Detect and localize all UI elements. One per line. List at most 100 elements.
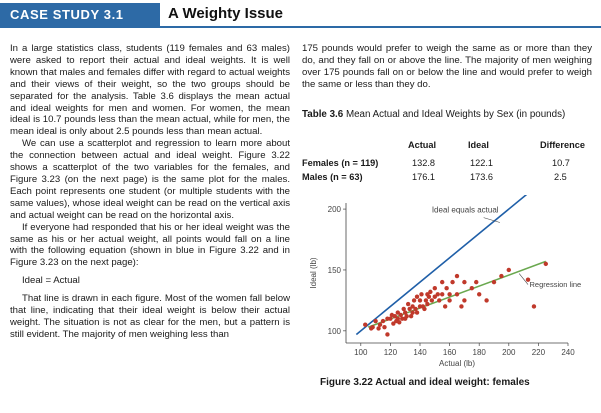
data-point <box>405 301 411 307</box>
x-tick-label: 220 <box>532 348 546 357</box>
row-label: Males (n = 63) <box>302 172 363 182</box>
figure-caption: Figure 3.22 Actual and ideal weight: fem… <box>320 377 590 388</box>
data-point <box>411 298 417 303</box>
identity-line <box>355 178 547 336</box>
data-point <box>417 298 423 303</box>
data-point <box>543 261 548 267</box>
header-difference: Difference <box>540 140 585 150</box>
equation: Ideal = Actual <box>22 275 80 287</box>
left-column: In a large statistics class, students (1… <box>10 43 290 341</box>
data-point <box>447 292 452 297</box>
data-point <box>401 306 406 312</box>
data-point <box>363 322 368 327</box>
data-point <box>444 286 449 291</box>
data-point <box>474 279 479 285</box>
paragraph-scatterplot: We can use a scatterplot and regression … <box>10 138 290 221</box>
data-point <box>454 273 460 279</box>
data-point <box>462 298 467 303</box>
data-point <box>373 318 378 324</box>
data-point <box>491 279 497 285</box>
scatterplot-figure: 100 120 140 160 180 200 220 240 100 150 200 Actual … <box>300 178 600 370</box>
data-point <box>440 292 445 297</box>
data-point <box>377 322 383 327</box>
data-point <box>447 298 452 303</box>
right-column: 175 pounds would prefer to weigh the sam… <box>302 43 592 91</box>
data-point <box>395 316 400 321</box>
weights-table: Actual Ideal Difference Females (n = 119… <box>302 140 598 186</box>
data-point <box>469 286 474 291</box>
cell-actual: 132.8 <box>412 158 435 168</box>
x-tick-label: 240 <box>561 348 575 357</box>
x-tick-label: 180 <box>473 348 487 357</box>
scatterplot: 100 120 140 160 180 200 220 240 100 150 200 Actual … <box>309 178 582 368</box>
data-point <box>385 332 390 337</box>
x-axis-label: Actual (lb) <box>439 359 475 368</box>
data-point <box>376 326 381 331</box>
cell-difference: 10.7 <box>552 158 570 168</box>
data-point <box>428 289 433 295</box>
table-caption-text: Mean Actual and Ideal Weights by Sex (in… <box>345 109 566 120</box>
data-point <box>477 292 482 297</box>
data-point <box>531 304 537 309</box>
data-point <box>429 298 435 303</box>
cell-difference: 2.5 <box>554 172 567 182</box>
data-point <box>459 304 464 309</box>
data-point <box>435 292 440 297</box>
data-point <box>403 310 408 315</box>
annotation-identity-arrow <box>483 217 501 223</box>
paragraph-identity: If everyone had responded that his or he… <box>10 221 290 269</box>
data-point <box>414 294 420 299</box>
cell-actual: 176.1 <box>412 172 435 182</box>
table-caption: Table 3.6 Mean Actual and Ideal Weights … <box>302 109 592 121</box>
data-point <box>398 312 403 318</box>
data-point <box>432 286 437 291</box>
header-rule <box>0 26 601 28</box>
header-ideal: Ideal <box>468 140 489 150</box>
y-tick-label: 200 <box>328 205 342 214</box>
case-study-title: A Weighty Issue <box>168 5 284 22</box>
y-tick-label: 100 <box>328 327 342 336</box>
annotation-regression: Regression line <box>530 280 582 289</box>
table-row: Females (n = 119) 132.8 122.1 10.7 <box>302 158 598 172</box>
cell-ideal: 173.6 <box>470 172 493 182</box>
data-point <box>423 298 429 303</box>
data-point <box>462 279 467 285</box>
case-study-header: CASE STUDY 3.1 A Weighty Issue <box>0 0 601 27</box>
paragraph-continued: 175 pounds would prefer to weigh the sam… <box>302 43 592 90</box>
annotation-identity: Ideal equals actual <box>432 206 499 215</box>
data-point <box>407 306 412 312</box>
data-point <box>408 314 414 319</box>
table-caption-label: Table 3.6 <box>302 109 344 120</box>
data-point <box>442 304 448 309</box>
data-point <box>432 294 437 299</box>
data-point <box>499 273 504 279</box>
data-point <box>525 277 531 282</box>
figure-caption-label: Figure 3.22 <box>320 377 373 388</box>
data-point <box>450 279 455 285</box>
data-point <box>370 324 375 330</box>
table-header-row: Actual Ideal Difference <box>302 140 598 154</box>
data-point <box>391 321 396 326</box>
data-point <box>388 316 393 321</box>
data-point <box>419 292 424 297</box>
data-point <box>440 279 445 285</box>
paragraph-intro: In a large statistics class, students (1… <box>10 43 290 138</box>
header-actual: Actual <box>408 140 437 150</box>
paragraph-line: That line is drawn in each figure. Most … <box>10 293 290 340</box>
figure-caption-text: Actual and ideal weight: females <box>375 377 530 388</box>
data-point <box>397 320 402 325</box>
data-point <box>413 306 418 312</box>
data-point <box>410 304 415 309</box>
data-point <box>426 294 432 299</box>
data-point <box>380 318 386 324</box>
data-point <box>410 310 415 315</box>
x-tick-label: 140 <box>413 348 427 357</box>
x-tick-label: 120 <box>384 348 398 357</box>
annotation-regression-arrow <box>518 273 529 285</box>
data-point <box>506 267 511 273</box>
y-axis-label: Ideal (lb) <box>309 257 318 288</box>
data-point <box>484 298 489 303</box>
case-study-badge: CASE STUDY 3.1 <box>0 3 160 27</box>
row-label: Females (n = 119) <box>302 158 379 168</box>
y-tick-label: 150 <box>328 266 342 275</box>
